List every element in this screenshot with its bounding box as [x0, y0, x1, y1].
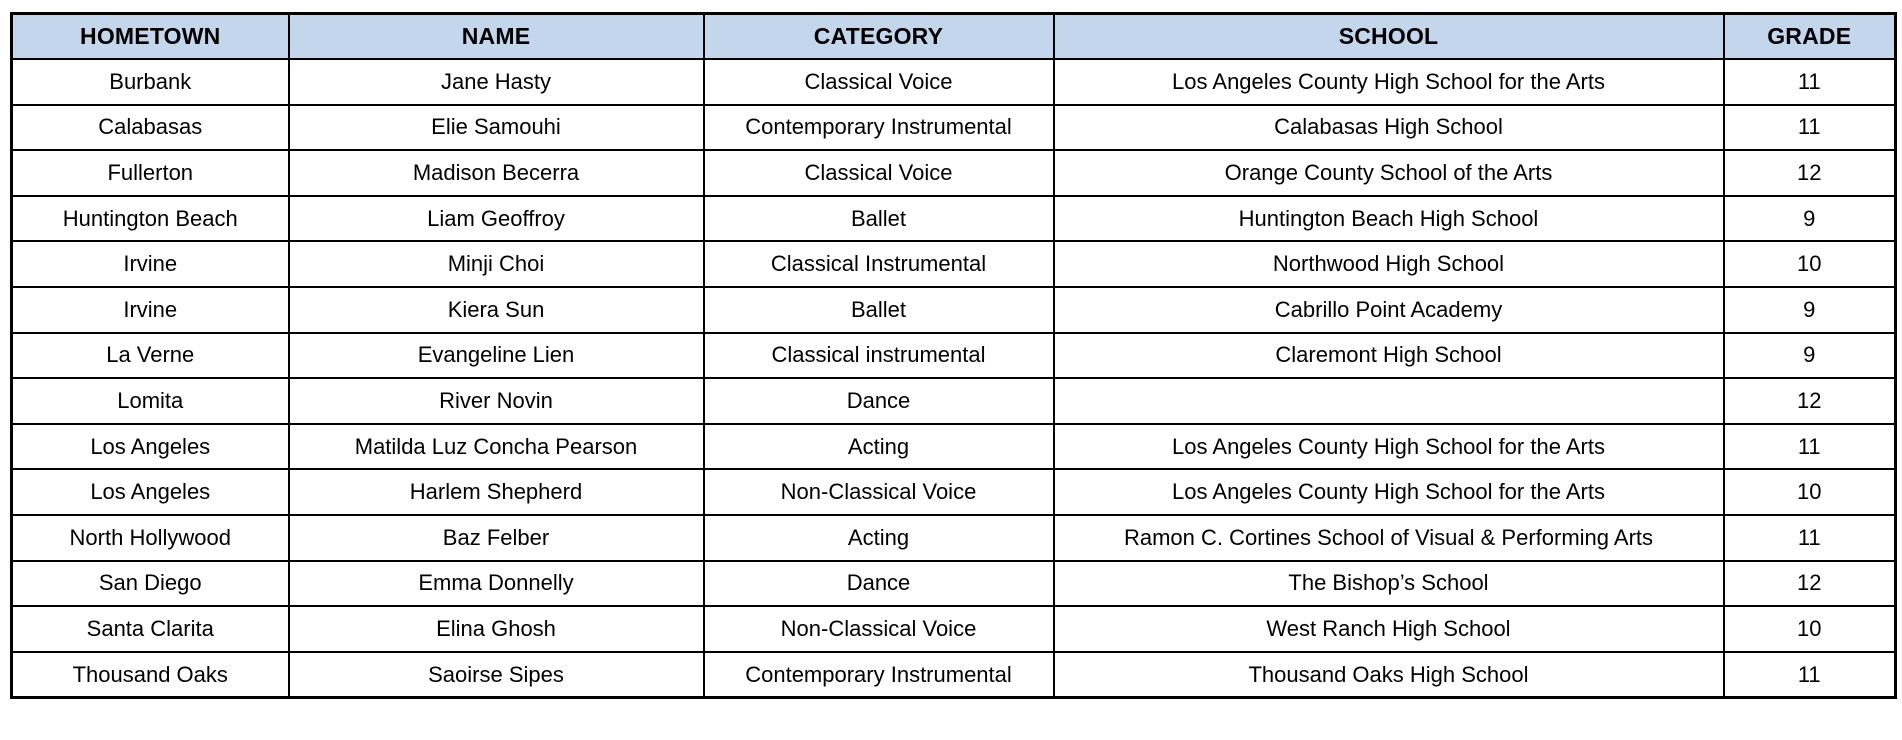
cell-hometown: Calabasas	[10, 103, 290, 152]
cell-school: Northwood High School	[1052, 240, 1725, 288]
table-row: Los Angeles Harlem Shepherd Non-Classical …	[10, 468, 1897, 516]
cell-category: Contemporary Instrumental	[702, 103, 1055, 152]
cell-category: Dance	[702, 377, 1055, 425]
cell-school: Calabasas High School	[1052, 103, 1725, 152]
cell-school: Los Angeles County High School for the A…	[1052, 422, 1725, 471]
cell-name: Emma Donnelly	[287, 559, 705, 608]
column-header-school: SCHOOL	[1052, 12, 1725, 60]
cell-name: Kiera Sun	[287, 285, 705, 334]
cell-category: Acting	[702, 422, 1055, 471]
table-row: Lomita River Novin Dance 12	[10, 377, 1897, 425]
cell-hometown: Los Angeles	[10, 468, 290, 516]
cell-grade: 11	[1722, 513, 1897, 562]
table-row: Calabasas Elie Samouhi Contemporary Instru…	[10, 103, 1897, 152]
cell-school: Thousand Oaks High School	[1052, 650, 1725, 699]
cell-grade: 12	[1722, 559, 1897, 608]
cell-category: Ballet	[702, 194, 1055, 243]
cell-name: Saoirse Sipes	[287, 650, 705, 699]
cell-school: Claremont High School	[1052, 331, 1725, 380]
cell-name: Harlem Shepherd	[287, 468, 705, 516]
cell-category: Ballet	[702, 285, 1055, 334]
cell-grade: 9	[1722, 194, 1897, 243]
table-header: HOMETOWN NAME CATEGORY SCHOOL GRADE	[10, 12, 1897, 60]
cell-school: Cabrillo Point Academy	[1052, 285, 1725, 334]
cell-category: Classical Voice	[702, 58, 1055, 106]
students-table: HOMETOWN NAME CATEGORY SCHOOL GRADE Burb…	[10, 12, 1897, 700]
cell-hometown: Irvine	[10, 240, 290, 288]
cell-name: Liam Geoffroy	[287, 194, 705, 243]
cell-hometown: San Diego	[10, 559, 290, 608]
cell-category: Contemporary Instrumental	[702, 650, 1055, 699]
cell-school: The Bishop’s School	[1052, 559, 1725, 608]
cell-school: Orange County School of the Arts	[1052, 149, 1725, 197]
cell-grade: 11	[1722, 103, 1897, 152]
cell-hometown: Burbank	[10, 58, 290, 106]
cell-category: Classical Voice	[702, 149, 1055, 197]
cell-name: Minji Choi	[287, 240, 705, 288]
table-row: Thousand Oaks Saoirse Sipes Contemporary I…	[10, 650, 1897, 699]
cell-name: River Novin	[287, 377, 705, 425]
cell-grade: 11	[1722, 58, 1897, 106]
cell-grade: 12	[1722, 377, 1897, 425]
column-header-hometown: HOMETOWN	[10, 12, 290, 60]
table-row: North Hollywood Baz Felber Acting Ramon C. …	[10, 513, 1897, 562]
cell-school	[1052, 377, 1725, 425]
table-row: Santa Clarita Elina Ghosh Non-Classical Vo…	[10, 605, 1897, 653]
cell-school: Los Angeles County High School for the A…	[1052, 468, 1725, 516]
cell-category: Acting	[702, 513, 1055, 562]
cell-hometown: Santa Clarita	[10, 605, 290, 653]
cell-school: West Ranch High School	[1052, 605, 1725, 653]
cell-hometown: La Verne	[10, 331, 290, 380]
table-row: Irvine Minji Choi Classical Instrumental No…	[10, 240, 1897, 288]
cell-hometown: Lomita	[10, 377, 290, 425]
cell-grade: 10	[1722, 605, 1897, 653]
table-row: La Verne Evangeline Lien Classical instrum…	[10, 331, 1897, 380]
cell-grade: 12	[1722, 149, 1897, 197]
cell-grade: 10	[1722, 468, 1897, 516]
cell-hometown: Huntington Beach	[10, 194, 290, 243]
cell-hometown: Thousand Oaks	[10, 650, 290, 699]
cell-name: Baz Felber	[287, 513, 705, 562]
table-row: Fullerton Madison Becerra Classical Voice O…	[10, 149, 1897, 197]
cell-name: Elina Ghosh	[287, 605, 705, 653]
cell-grade: 9	[1722, 331, 1897, 380]
cell-grade: 11	[1722, 650, 1897, 699]
table-row: Burbank Jane Hasty Classical Voice Los Ange…	[10, 58, 1897, 106]
cell-category: Non-Classical Voice	[702, 468, 1055, 516]
column-header-category: CATEGORY	[702, 12, 1055, 60]
table-row: Irvine Kiera Sun Ballet Cabrillo Point Acad…	[10, 285, 1897, 334]
cell-category: Non-Classical Voice	[702, 605, 1055, 653]
cell-name: Madison Becerra	[287, 149, 705, 197]
cell-grade: 10	[1722, 240, 1897, 288]
cell-hometown: Fullerton	[10, 149, 290, 197]
cell-hometown: Irvine	[10, 285, 290, 334]
cell-school: Ramon C. Cortines School of Visual & Per…	[1052, 513, 1725, 562]
cell-name: Evangeline Lien	[287, 331, 705, 380]
cell-category: Classical Instrumental	[702, 240, 1055, 288]
cell-hometown: Los Angeles	[10, 422, 290, 471]
table-body: Burbank Jane Hasty Classical Voice Los Ange…	[10, 58, 1897, 699]
cell-name: Elie Samouhi	[287, 103, 705, 152]
cell-category: Dance	[702, 559, 1055, 608]
cell-name: Jane Hasty	[287, 58, 705, 106]
column-header-name: NAME	[287, 12, 705, 60]
table-row: Huntington Beach Liam Geoffroy Ballet Hunti…	[10, 194, 1897, 243]
cell-hometown: North Hollywood	[10, 513, 290, 562]
table-row: Los Angeles Matilda Luz Concha Pearson Act…	[10, 422, 1897, 471]
cell-category: Classical instrumental	[702, 331, 1055, 380]
cell-grade: 9	[1722, 285, 1897, 334]
cell-school: Los Angeles County High School for the A…	[1052, 58, 1725, 106]
cell-name: Matilda Luz Concha Pearson	[287, 422, 705, 471]
cell-grade: 11	[1722, 422, 1897, 471]
table-row: San Diego Emma Donnelly Dance The Bishop’s …	[10, 559, 1897, 608]
header-row: HOMETOWN NAME CATEGORY SCHOOL GRADE	[10, 12, 1897, 60]
column-header-grade: GRADE	[1722, 12, 1897, 60]
cell-school: Huntington Beach High School	[1052, 194, 1725, 243]
